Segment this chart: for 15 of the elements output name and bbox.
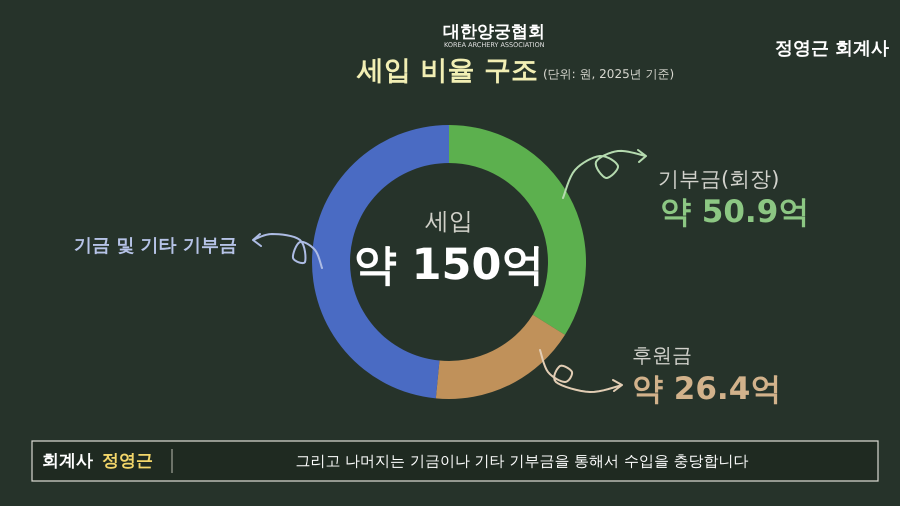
data-label: 약 50.9억 — [660, 194, 810, 230]
text: 세입 — [425, 207, 473, 235]
slice-label: 기부금(회장) — [658, 167, 780, 191]
text: 약 150억 — [354, 240, 544, 290]
chart-title: 세입 비율 구조 — [356, 55, 538, 86]
text: 정영근 회계사 — [774, 38, 890, 59]
chart-subtitle: (단위: 원, 2025년 기준) — [543, 67, 674, 81]
data-label: 약 26.4억 — [632, 371, 782, 407]
donut-slice — [436, 314, 565, 399]
text: 회계사 — [42, 451, 93, 471]
slice-label: 후원금 — [632, 343, 692, 367]
text: 그리고 나머지는 기금이나 기타 기부금을 통해서 수입을 충당합니다 — [295, 452, 749, 470]
text: 정영근 — [102, 451, 153, 471]
slice-label: 기금 및 기타 기부금 — [74, 235, 237, 256]
text: 대한양궁협회 — [443, 22, 545, 42]
